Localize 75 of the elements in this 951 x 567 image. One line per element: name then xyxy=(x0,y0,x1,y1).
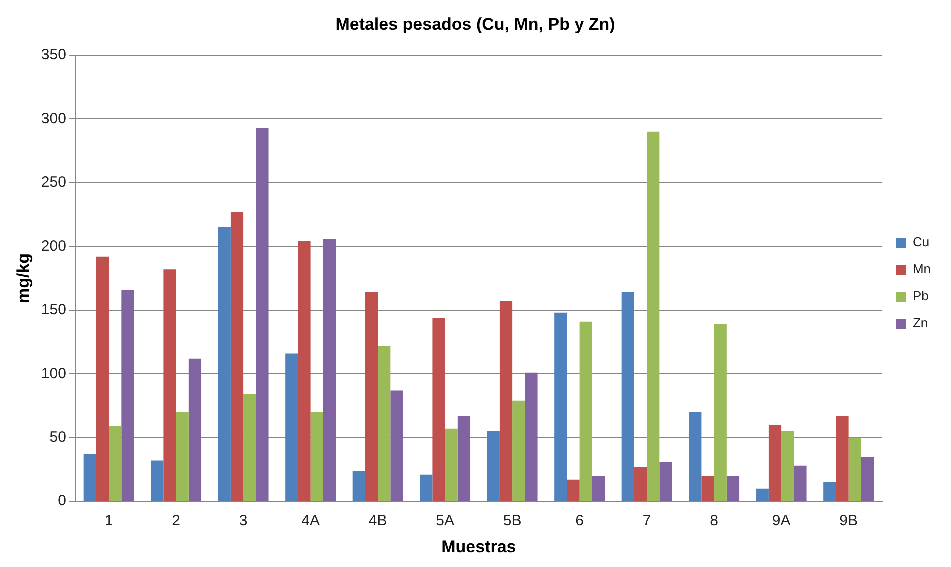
bar xyxy=(726,476,740,502)
bar xyxy=(310,412,324,502)
y-tick-label: 0 xyxy=(58,492,66,510)
bar xyxy=(352,471,366,502)
x-tick-label: 9B xyxy=(840,512,858,530)
bar xyxy=(592,476,606,502)
legend-label: Mn xyxy=(912,262,932,277)
bar xyxy=(567,480,580,502)
y-tick-label: 350 xyxy=(41,46,66,64)
bar xyxy=(824,482,836,502)
bar xyxy=(622,292,634,502)
bar xyxy=(458,416,471,502)
bar xyxy=(230,212,244,502)
bar xyxy=(298,242,311,502)
bar xyxy=(836,416,849,502)
bar xyxy=(176,412,189,502)
bar xyxy=(768,425,782,502)
x-tick-label: 8 xyxy=(710,512,718,530)
y-tick-label: 50 xyxy=(50,429,66,446)
bar xyxy=(151,460,164,502)
bar xyxy=(647,132,660,502)
bar xyxy=(109,426,122,502)
bar xyxy=(702,476,714,502)
x-tick-label: 2 xyxy=(172,512,180,530)
bar xyxy=(84,454,96,502)
bar xyxy=(756,488,769,502)
bar xyxy=(782,431,794,502)
bar xyxy=(164,270,176,502)
x-tick-label: 4B xyxy=(368,512,388,530)
legend-label: Pb xyxy=(912,288,929,304)
bar xyxy=(96,256,110,502)
y-tick-label: 300 xyxy=(41,110,66,128)
bar xyxy=(660,462,672,502)
x-tick-label: 4A xyxy=(302,512,320,530)
x-tick-label: 3 xyxy=(239,512,248,530)
x-tick-label: 9A xyxy=(772,512,791,530)
bar xyxy=(323,238,336,502)
x-tick-label: 7 xyxy=(642,512,652,530)
bar xyxy=(794,466,807,502)
bar xyxy=(512,400,526,502)
y-tick-label: 150 xyxy=(41,302,66,319)
bar xyxy=(554,312,568,502)
bar xyxy=(390,390,404,502)
bar xyxy=(244,394,256,502)
bar xyxy=(580,322,592,502)
bar xyxy=(525,372,538,502)
x-tick-label: 6 xyxy=(576,512,584,530)
x-tick-label: 1 xyxy=(104,512,114,530)
y-axis-title: mg/kg xyxy=(14,253,33,304)
y-tick-label: 100 xyxy=(41,365,66,382)
bar xyxy=(420,474,433,502)
bar xyxy=(714,324,727,502)
bar xyxy=(286,354,298,502)
bar xyxy=(500,301,513,502)
bar xyxy=(256,128,269,502)
y-tick-label: 200 xyxy=(41,238,66,255)
legend-label: Cu xyxy=(912,234,930,250)
bar xyxy=(848,438,862,502)
bar xyxy=(365,292,378,502)
bar xyxy=(122,290,134,502)
bar xyxy=(218,228,231,502)
bar xyxy=(188,358,202,502)
x-axis-title: Muestras xyxy=(442,537,516,556)
bar xyxy=(634,467,648,502)
bar xyxy=(689,412,702,502)
x-tick-label: 5B xyxy=(503,512,522,530)
bar xyxy=(432,318,446,502)
chart-title: Metales pesados (Cu, Mn, Pb y Zn) xyxy=(336,14,616,34)
legend-label: Zn xyxy=(912,316,928,331)
bar xyxy=(445,428,458,502)
bar xyxy=(861,456,874,502)
y-tick-label: 250 xyxy=(41,174,66,192)
bar xyxy=(487,431,500,502)
x-tick-label: 5A xyxy=(436,512,454,530)
bar xyxy=(378,346,391,502)
